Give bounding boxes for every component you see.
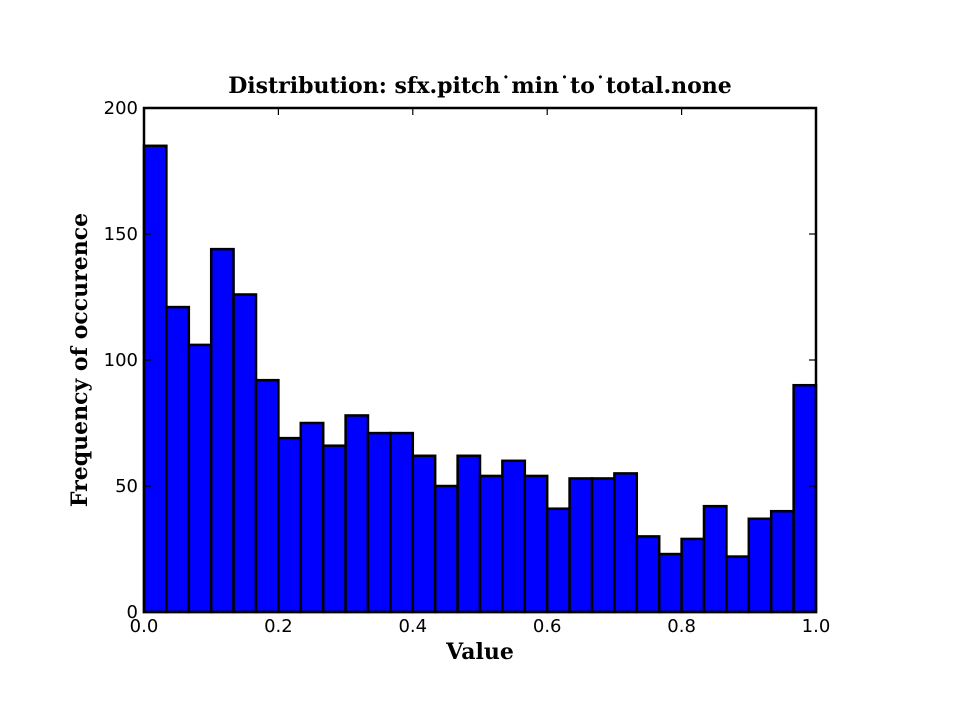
histogram-bar <box>344 414 370 614</box>
histogram-bar <box>209 247 235 614</box>
x-axis-label: Value <box>445 639 514 665</box>
histogram-bar <box>590 477 616 614</box>
histogram-bar <box>411 454 437 614</box>
histogram-bar <box>792 383 818 614</box>
histogram-bar <box>165 305 191 614</box>
x-tick-label: 0.4 <box>398 616 427 637</box>
histogram-bar <box>321 444 347 614</box>
bars-group <box>142 144 818 614</box>
y-tick-label: 150 <box>104 224 138 245</box>
histogram-bar <box>254 378 280 614</box>
histogram-bar <box>545 507 571 614</box>
y-tick-label: 50 <box>115 476 138 497</box>
plot-frame <box>142 106 818 614</box>
histogram-bar <box>299 421 325 614</box>
x-tick-label: 0.8 <box>667 616 696 637</box>
x-tick-label: 0.2 <box>264 616 293 637</box>
histogram-bar <box>456 454 482 614</box>
y-tick-label: 100 <box>104 350 138 371</box>
histogram-bar <box>613 472 639 614</box>
y-tick-label: 0 <box>127 602 138 623</box>
x-tick-label: 1.0 <box>802 616 831 637</box>
x-tick-labels: 0.0 0.2 0.4 0.6 0.8 1.0 <box>130 616 831 637</box>
histogram-bar <box>389 431 415 614</box>
histogram-bar <box>702 504 728 614</box>
histogram-bar <box>635 535 661 614</box>
histogram-bar <box>523 474 549 614</box>
histogram-bar <box>142 144 168 614</box>
histogram-bar <box>725 555 751 614</box>
histogram-bar <box>277 436 303 614</box>
histogram-bar <box>501 459 527 614</box>
histogram-bar <box>568 477 594 614</box>
histogram-bar <box>187 343 213 614</box>
x-tick-label: 0.0 <box>130 616 159 637</box>
histogram-bar <box>747 517 773 614</box>
histogram-bar <box>657 552 683 614</box>
histogram-bar <box>232 293 258 614</box>
x-tick-label: 0.6 <box>533 616 562 637</box>
histogram-bar <box>433 484 459 614</box>
y-tick-labels: 0 50 100 150 200 <box>104 98 138 623</box>
y-tick-label: 200 <box>104 98 138 119</box>
histogram-bar <box>478 474 504 614</box>
y-axis-label: Frequency of occurence <box>67 213 93 507</box>
histogram-bar <box>366 431 392 614</box>
chart-title: Distribution: sfx.pitch˙min˙to˙total.non… <box>228 73 732 99</box>
histogram-bar <box>769 509 795 614</box>
histogram-bar <box>680 537 706 614</box>
